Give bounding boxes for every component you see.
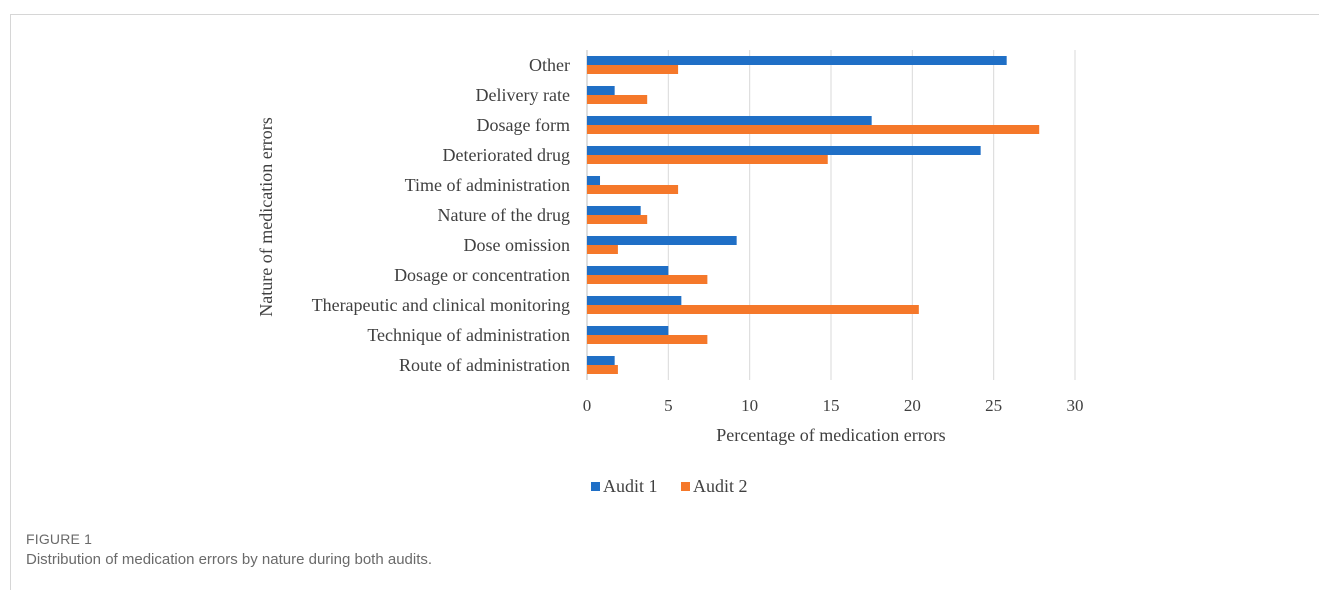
x-tick-label: 10	[741, 396, 758, 415]
bar	[587, 65, 679, 74]
legend-swatch	[681, 482, 690, 491]
x-tick-label: 25	[985, 396, 1002, 415]
bar-chart: Other Delivery rate Dosage form Deteriorate…	[256, 50, 1084, 496]
x-tick-label: 15	[823, 396, 840, 415]
bar	[587, 116, 872, 125]
bar	[587, 365, 618, 374]
bar	[587, 86, 615, 95]
x-tick-label: 5	[664, 396, 673, 415]
category-label: Dose omission	[463, 235, 570, 255]
legend: Audit 1 Audit 2	[591, 476, 748, 496]
bar	[587, 95, 648, 104]
bar	[587, 215, 648, 224]
legend-swatch	[591, 482, 600, 491]
bar	[587, 356, 615, 365]
figure-label: FIGURE 1	[26, 531, 93, 547]
x-tick-label: 20	[904, 396, 921, 415]
bar	[587, 56, 1007, 65]
x-tick-label: 0	[583, 396, 592, 415]
x-tick-labels: 0 5 10 15 20 25 30	[583, 396, 1084, 415]
bars	[587, 56, 1040, 374]
grid-lines	[667, 50, 1076, 380]
bar	[587, 236, 737, 245]
figure-frame	[10, 14, 1319, 590]
category-label: Dosage or concentration	[394, 265, 570, 285]
bar	[587, 155, 828, 164]
category-label: Nature of the drug	[438, 205, 570, 225]
bar	[587, 176, 601, 185]
category-label: Time of administration	[405, 175, 570, 195]
x-tick-label: 30	[1067, 396, 1084, 415]
bar	[587, 335, 708, 344]
legend-label: Audit 2	[693, 476, 748, 496]
y-axis-title: Nature of medication errors	[256, 117, 276, 316]
bar	[587, 125, 1040, 134]
legend-label: Audit 1	[603, 476, 658, 496]
category-label: Therapeutic and clinical monitoring	[312, 295, 570, 315]
bar	[587, 275, 708, 284]
category-label: Route of administration	[399, 355, 570, 375]
category-labels: Other Delivery rate Dosage form Deteriorate…	[312, 55, 570, 375]
x-axis-title: Percentage of medication errors	[716, 425, 945, 445]
bar	[587, 305, 919, 314]
category-label: Other	[529, 55, 570, 75]
bar	[587, 326, 669, 335]
bar	[587, 296, 682, 305]
bar	[587, 266, 669, 275]
category-label: Dosage form	[477, 115, 570, 135]
figure-caption: Distribution of medication errors by nat…	[26, 551, 433, 568]
bar	[587, 245, 618, 254]
bar	[587, 185, 679, 194]
category-label: Technique of administration	[367, 325, 570, 345]
category-label: Deteriorated drug	[443, 145, 570, 165]
bar	[587, 206, 641, 215]
category-label: Delivery rate	[476, 85, 570, 105]
bar	[587, 146, 981, 155]
